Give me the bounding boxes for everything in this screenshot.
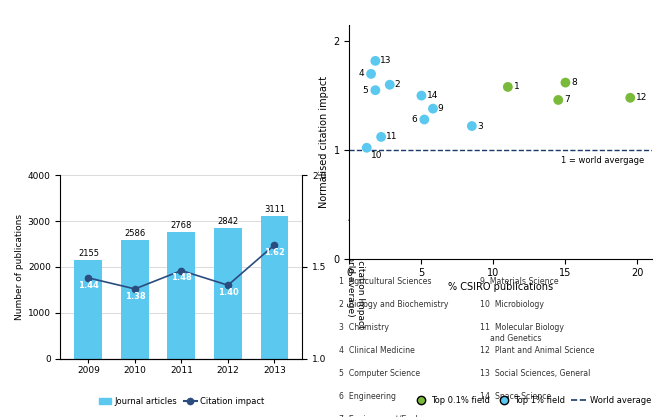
- Point: [503, 83, 513, 90]
- Point: [376, 133, 386, 140]
- Legend: Top 0.1% field, Top 1% field, World average: Top 0.1% field, Top 1% field, World aver…: [409, 393, 655, 409]
- Bar: [214, 228, 242, 359]
- Text: 6: 6: [411, 115, 417, 124]
- Point: [625, 95, 636, 101]
- Point: [427, 106, 438, 112]
- Text: 9  Materials Science: 9 Materials Science: [480, 277, 559, 286]
- Text: 4  Clinical Medicine: 4 Clinical Medicine: [339, 346, 415, 355]
- Text: 13  Social Sciences, General: 13 Social Sciences, General: [480, 369, 591, 378]
- Text: 6  Engineering: 6 Engineering: [339, 392, 396, 401]
- Point: [419, 116, 429, 123]
- Y-axis label: Normalised citation Impact
(1.0 = world average): Normalised citation Impact (1.0 = world …: [346, 206, 366, 328]
- Text: 3111: 3111: [264, 205, 285, 214]
- Point: [366, 70, 376, 77]
- Point: [466, 123, 477, 129]
- Text: 1.40: 1.40: [218, 288, 239, 297]
- Text: 3  Chemistry: 3 Chemistry: [339, 323, 389, 332]
- Text: 1  Agricultural Sciences: 1 Agricultural Sciences: [339, 277, 432, 286]
- Bar: [75, 260, 102, 359]
- Text: 7: 7: [564, 95, 570, 105]
- Text: 2768: 2768: [171, 221, 192, 230]
- Text: 8: 8: [571, 78, 577, 87]
- Text: 1.38: 1.38: [124, 291, 145, 301]
- Text: 3: 3: [478, 121, 483, 131]
- Text: 2155: 2155: [78, 249, 99, 258]
- Point: [553, 97, 564, 103]
- Point: [560, 79, 571, 86]
- Point: [384, 81, 395, 88]
- Bar: [121, 240, 149, 359]
- Bar: [261, 216, 288, 359]
- Legend: Journal articles, Citation impact: Journal articles, Citation impact: [95, 394, 267, 409]
- Text: 1: 1: [513, 83, 519, 91]
- Text: 1.44: 1.44: [78, 281, 99, 290]
- Text: 12  Plant and Animal Science: 12 Plant and Animal Science: [480, 346, 595, 355]
- Text: 1 = world avergage: 1 = world avergage: [561, 156, 644, 166]
- Text: 12: 12: [636, 93, 647, 102]
- Text: 11  Molecular Biology
    and Genetics: 11 Molecular Biology and Genetics: [480, 323, 564, 343]
- Text: 13: 13: [380, 56, 392, 65]
- Text: 5  Computer Science: 5 Computer Science: [339, 369, 421, 378]
- Text: 1.62: 1.62: [264, 248, 285, 256]
- Point: [362, 144, 372, 151]
- Text: 14: 14: [427, 91, 438, 100]
- Y-axis label: Number of publications: Number of publications: [15, 214, 24, 320]
- Text: 2842: 2842: [218, 217, 239, 226]
- Text: 10: 10: [371, 151, 382, 160]
- Text: 10  Microbiology: 10 Microbiology: [480, 300, 544, 309]
- Text: 7  Environment/Ecology: 7 Environment/Ecology: [339, 415, 432, 417]
- Text: 9: 9: [437, 104, 443, 113]
- Y-axis label: Normalised citation impact: Normalised citation impact: [319, 76, 329, 208]
- Text: 2586: 2586: [124, 229, 146, 238]
- Text: 5: 5: [362, 85, 368, 95]
- Point: [370, 58, 381, 64]
- Point: [370, 87, 381, 93]
- Text: 2  Biology and Biochemistry: 2 Biology and Biochemistry: [339, 300, 449, 309]
- Bar: [167, 232, 196, 359]
- Text: 11: 11: [386, 132, 398, 141]
- Text: 4: 4: [358, 69, 364, 78]
- Text: 14  Space Science: 14 Space Science: [480, 392, 552, 401]
- Text: 2: 2: [394, 80, 400, 89]
- Point: [416, 92, 427, 99]
- X-axis label: % CSIRO publications: % CSIRO publications: [448, 282, 553, 292]
- Text: 1.48: 1.48: [171, 273, 192, 282]
